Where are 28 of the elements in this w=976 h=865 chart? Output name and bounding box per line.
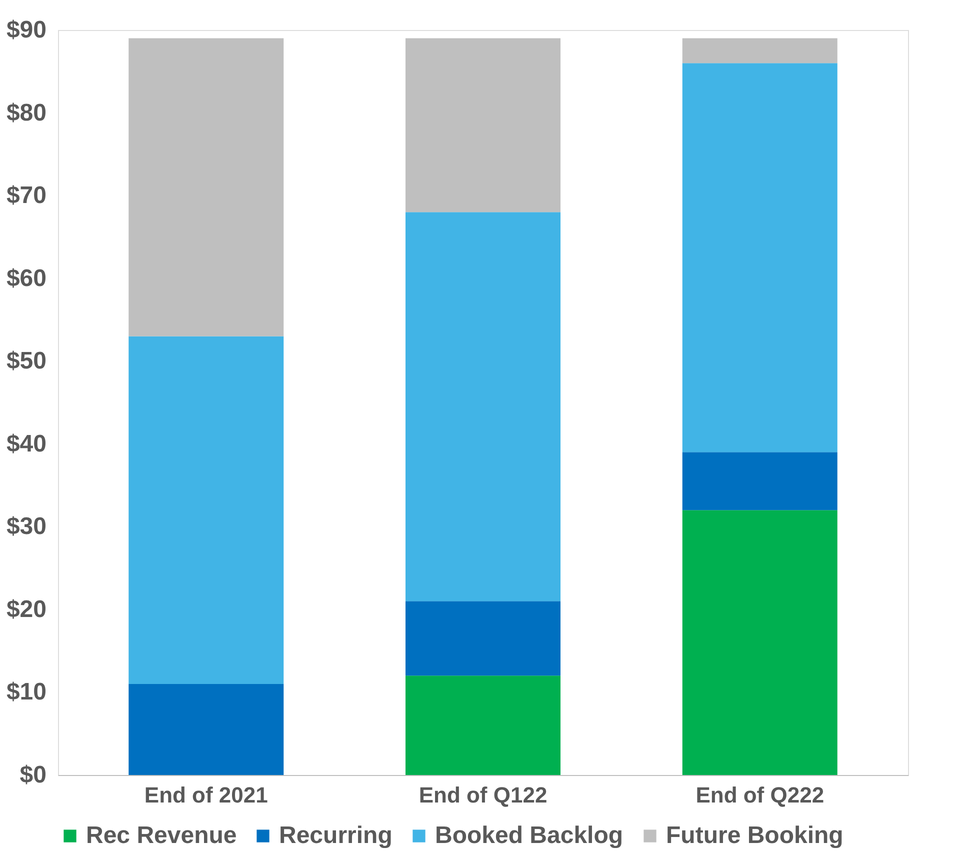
- bar: [682, 38, 838, 64]
- y-tick-label: $90: [6, 16, 46, 44]
- y-tick-label: $10: [6, 678, 46, 706]
- legend-label: Booked Backlog: [435, 822, 624, 849]
- legend-label: Future Booking: [666, 822, 844, 849]
- y-tick-label: $50: [6, 348, 46, 375]
- bar: [406, 38, 560, 212]
- y-tick-label: $70: [6, 182, 46, 210]
- x-tick-label: End of Q122: [418, 782, 548, 808]
- bar: [682, 452, 838, 510]
- y-tick-label: $20: [6, 596, 46, 623]
- bar: [406, 601, 560, 676]
- bar: [682, 63, 838, 452]
- bar: [128, 684, 284, 775]
- x-tick-label: End of Q222: [696, 782, 824, 808]
- y-tick-label: $40: [6, 430, 46, 458]
- y-tick-label: $60: [6, 264, 46, 292]
- x-tick-label: End of 2021: [144, 782, 268, 808]
- bar: [128, 336, 284, 684]
- y-tick-label: $80: [6, 99, 46, 126]
- bar: [406, 676, 560, 775]
- legend-label: Rec Revenue: [86, 822, 237, 849]
- bar: [406, 212, 560, 602]
- bar: [128, 38, 284, 336]
- bar: [682, 510, 838, 775]
- y-tick-label: $30: [6, 513, 46, 540]
- legend-label: Recurring: [279, 822, 392, 849]
- y-tick-label: $0: [20, 762, 46, 788]
